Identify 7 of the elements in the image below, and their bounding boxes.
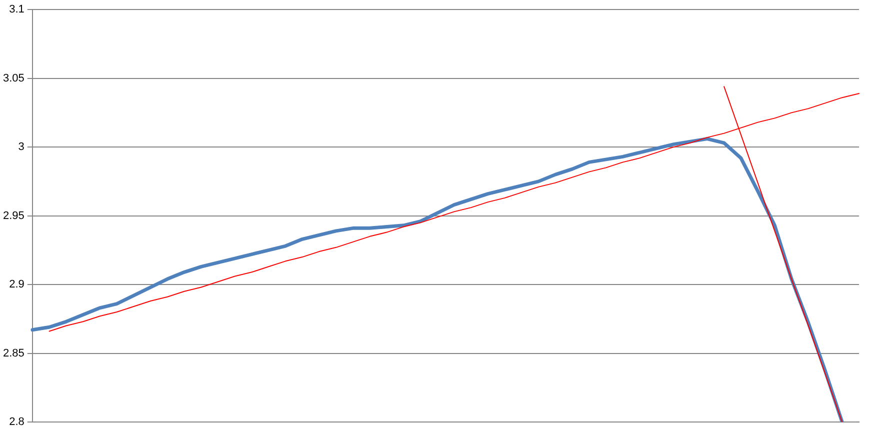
y-tick-label: 3.05 (2, 72, 24, 84)
y-tick-label: 2.8 (9, 416, 24, 428)
y-tick-label: 2.85 (2, 347, 24, 360)
y-tick-label: 2.9 (9, 278, 24, 291)
y-tick-label: 3 (18, 141, 24, 154)
y-tick-label: 2.95 (2, 210, 24, 222)
y-tick-label: 3.1 (9, 4, 24, 16)
